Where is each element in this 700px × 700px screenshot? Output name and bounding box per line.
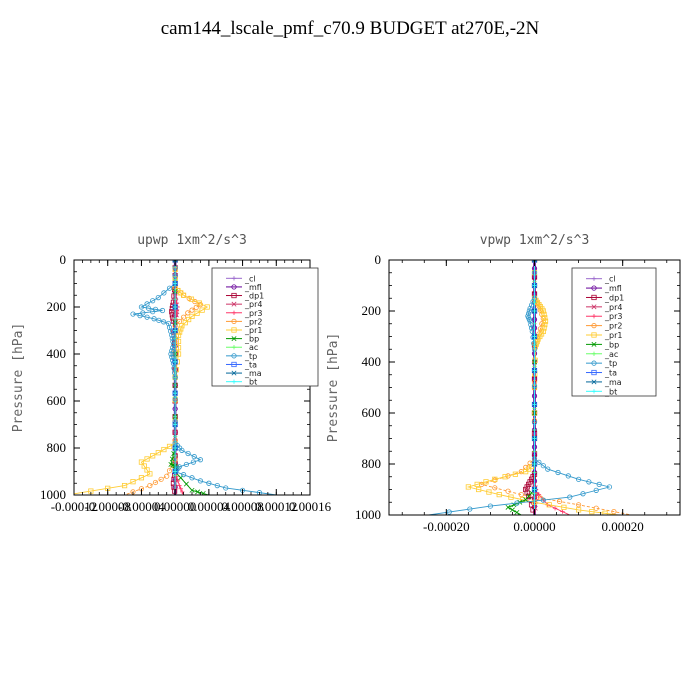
x-tick-label: 0.00000 bbox=[513, 519, 555, 534]
legend-label-pr1: _pr1 bbox=[604, 331, 622, 340]
series-line-pr1 bbox=[74, 260, 209, 495]
x-tick-label: 0.00008 bbox=[221, 499, 263, 514]
series-group bbox=[74, 260, 277, 495]
x-tick-label: 0.00020 bbox=[602, 519, 644, 534]
legend-label-pr3: _pr3 bbox=[244, 309, 262, 318]
chart-panel-2: vpwp 1xm^2/s^3 Pressure [hPa] 0 200 400 600 80… bbox=[326, 233, 681, 534]
y-tick-label: 0 bbox=[60, 252, 67, 267]
legend-box bbox=[571, 267, 657, 397]
legend-label-tp: _tp bbox=[244, 352, 257, 361]
x-tick-label: -0.00012 bbox=[51, 499, 98, 514]
y-tick-label: 800 bbox=[47, 440, 67, 455]
y-tick-label: 400 bbox=[362, 354, 382, 369]
y-tick-label: 1000 bbox=[40, 487, 66, 502]
y-tick-label: 200 bbox=[362, 303, 382, 318]
legend-label-bp: _bp bbox=[604, 340, 619, 349]
legend-label-ma: _ma bbox=[244, 369, 262, 378]
legend-label-ma: _ma bbox=[604, 378, 622, 387]
series-line-pr3 bbox=[534, 260, 570, 515]
legend-label-bt: _bt bbox=[244, 378, 257, 387]
legend-label-pr4: _pr4 bbox=[604, 303, 622, 312]
series-group bbox=[428, 260, 632, 515]
legend-label-cl: _cl bbox=[244, 274, 256, 283]
legend-label-pr2: _pr2 bbox=[244, 317, 262, 326]
legend-label-bt: _bt bbox=[604, 387, 617, 396]
x-tick-label: -0.00020 bbox=[423, 519, 470, 534]
legend-label-ta: _ta bbox=[244, 360, 257, 369]
legend-label-cl: _cl bbox=[604, 275, 616, 284]
y-tick-label: 0 bbox=[375, 252, 382, 267]
x-tick-label: 0.00012 bbox=[255, 499, 297, 514]
panel-title: upwp 1xm^2/s^3 bbox=[137, 233, 247, 248]
legend-label-pr4: _pr4 bbox=[244, 300, 262, 309]
x-tick-label: -0.00004 bbox=[118, 499, 165, 514]
y-tick-label: 800 bbox=[362, 456, 382, 471]
x-tick-label: 0.00000 bbox=[154, 499, 196, 514]
y-tick-label: 200 bbox=[47, 299, 67, 314]
series-line-pr2 bbox=[124, 260, 202, 495]
series-markers-pr2 bbox=[130, 260, 204, 495]
legend: _cl_mfl_dp1_pr4_pr3_pr2_pr1_bp_ac_tp_ta_… bbox=[211, 267, 319, 387]
y-tick-label: 600 bbox=[47, 393, 67, 408]
y-tick-label: 600 bbox=[362, 405, 382, 420]
y-tick-label: 400 bbox=[47, 346, 67, 361]
x-tick-label: -0.00008 bbox=[84, 499, 131, 514]
legend-label-pr2: _pr2 bbox=[604, 322, 622, 331]
legend-label-pr1: _pr1 bbox=[244, 326, 262, 335]
figure-title: cam144_lscale_pmf_c70.9 BUDGET at270E,-2… bbox=[160, 18, 540, 39]
legend: _cl_mfl_dp1_pr4_pr3_pr2_pr1_bp_ac_tp_ta_… bbox=[571, 267, 657, 397]
legend-label-dp1: _dp1 bbox=[244, 292, 264, 301]
legend-box bbox=[211, 267, 319, 387]
y-axis-label: Pressure [hPa] bbox=[11, 323, 26, 433]
chart-panel-1: upwp 1xm^2/s^3 Pressure [hPa] 0 200 400 600 80… bbox=[11, 233, 332, 514]
legend-label-mfl: _mfl bbox=[604, 284, 622, 293]
x-tick-label: 0.00016 bbox=[289, 499, 332, 514]
legend-label-mfl: _mfl bbox=[244, 283, 262, 292]
legend-label-tp: _tp bbox=[604, 359, 617, 368]
series-markers-bt bbox=[172, 260, 178, 474]
series-markers-bt bbox=[532, 260, 537, 492]
panel-title: vpwp 1xm^2/s^3 bbox=[480, 233, 590, 248]
y-tick-label: 1000 bbox=[355, 507, 381, 522]
series-markers-pr1 bbox=[88, 260, 210, 494]
legend-label-ac: _ac bbox=[604, 350, 618, 359]
legend-label-ta: _ta bbox=[604, 369, 617, 378]
legend-label-pr3: _pr3 bbox=[604, 312, 622, 321]
legend-label-dp1: _dp1 bbox=[604, 293, 624, 302]
series-markers-pr3 bbox=[532, 260, 565, 514]
legend-label-bp: _bp bbox=[244, 335, 259, 344]
legend-label-ac: _ac bbox=[244, 343, 258, 352]
y-axis-label: Pressure [hPa] bbox=[326, 333, 341, 443]
x-tick-label: 0.00004 bbox=[188, 499, 231, 514]
